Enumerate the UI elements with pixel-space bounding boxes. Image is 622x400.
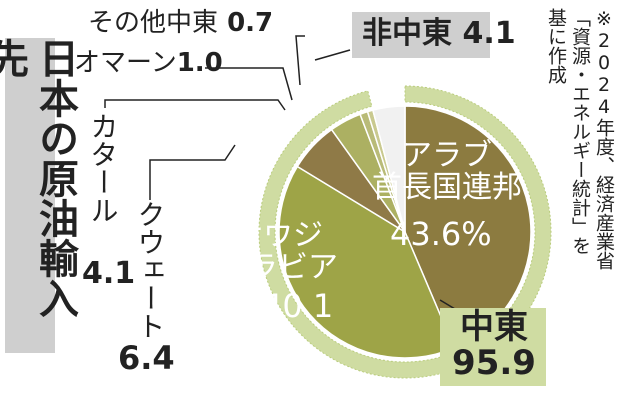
leader: [295, 35, 305, 86]
pie-slice: [278, 165, 456, 359]
pie: [258, 85, 552, 379]
category-label: 非中東: [362, 16, 452, 51]
chart-title: 日本の原油輸入先: [0, 38, 78, 353]
category-label: その他中東: [88, 8, 219, 38]
category-label: アラブ 首長国連邦: [372, 138, 522, 205]
value-label: 4.1: [462, 16, 516, 51]
label: 非中東 4.1: [362, 18, 516, 50]
value-label: 0.7: [227, 8, 274, 38]
label: その他中東 0.7: [88, 8, 274, 38]
label: 中東 95.9: [446, 307, 542, 383]
value-label: 4.1: [82, 256, 136, 291]
category-label: カタール: [86, 112, 120, 224]
label-box: [440, 308, 546, 386]
label-box: [352, 12, 490, 58]
category-label: クウェート: [133, 200, 167, 340]
group-name: 中東: [460, 307, 528, 347]
label: オマーン1.0: [74, 48, 223, 78]
value-label: 1.0: [176, 48, 223, 78]
pie-slice: [371, 105, 406, 233]
category-label: オマーン: [74, 48, 177, 78]
value-label: 43.6%: [390, 215, 492, 253]
group-value: 95.9: [452, 342, 536, 383]
group-ring: [258, 85, 552, 379]
leader: [205, 67, 293, 101]
note: ※2024年度、経済産業省 「資源・エネルギー統計」を 基に作成: [545, 8, 615, 270]
leader: [149, 144, 236, 200]
category-label: サウジ アラビア: [218, 218, 338, 285]
value-label: 6.4: [118, 339, 175, 377]
leader: [314, 49, 351, 61]
leader: [104, 99, 286, 111]
value-label: 40.1: [262, 287, 334, 325]
